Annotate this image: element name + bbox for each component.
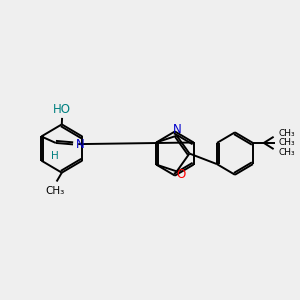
Text: CH₃: CH₃ [46,186,65,196]
Text: CH₃: CH₃ [278,148,295,157]
Text: O: O [176,168,185,182]
Text: HO: HO [53,103,71,116]
Text: H: H [51,151,58,161]
Text: CH₃: CH₃ [278,138,295,147]
Text: CH₃: CH₃ [278,129,295,138]
Text: N: N [172,123,181,136]
Text: N: N [76,138,85,151]
